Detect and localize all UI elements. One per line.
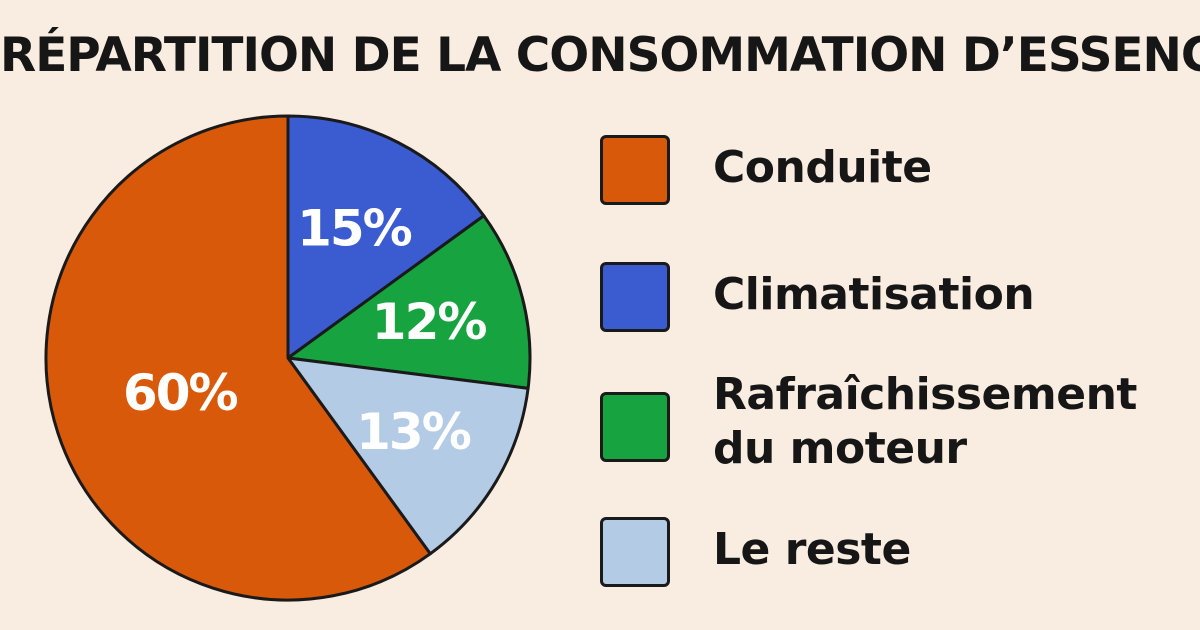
legend-label-climatisation: Climatisation xyxy=(713,269,1035,320)
pie-label-climatisation: 15% xyxy=(297,200,412,258)
legend-label-conduite: Conduite xyxy=(713,142,932,193)
pie-slice-rafraichissement xyxy=(286,214,532,390)
legend-swatch-conduite xyxy=(600,135,670,205)
legend-label-rafraichissement: Rafraîchissement du moteur xyxy=(713,368,1137,476)
legend-label-rafraichissement-line1: Rafraîchissement xyxy=(713,369,1137,420)
pie-label-rafraichissement: 12% xyxy=(372,293,487,351)
legend-label-rafraichissement-line2: du moteur xyxy=(713,423,967,474)
legend-swatch-climatisation xyxy=(600,262,670,332)
legend-swatch-rafraichissement xyxy=(600,392,670,462)
pie-chart: 15% 12% 13% 60% xyxy=(30,100,550,620)
legend: Conduite Climatisation Rafraîchissement … xyxy=(598,0,1188,630)
pie-slice-conduite xyxy=(44,114,432,602)
legend-swatch-le-reste xyxy=(600,517,670,587)
pie-label-le-reste: 13% xyxy=(356,403,471,461)
pie-slice-le-reste xyxy=(286,356,530,556)
pie-label-conduite: 60% xyxy=(123,364,238,422)
pie-svg: 15% 12% 13% 60% xyxy=(44,114,532,602)
legend-label-le-reste: Le reste xyxy=(713,524,911,575)
chart-title: RÉPARTITION DE LA CONSOMMATION D’ESSENCE xyxy=(0,28,1200,83)
pie-slice-climatisation xyxy=(286,114,486,360)
